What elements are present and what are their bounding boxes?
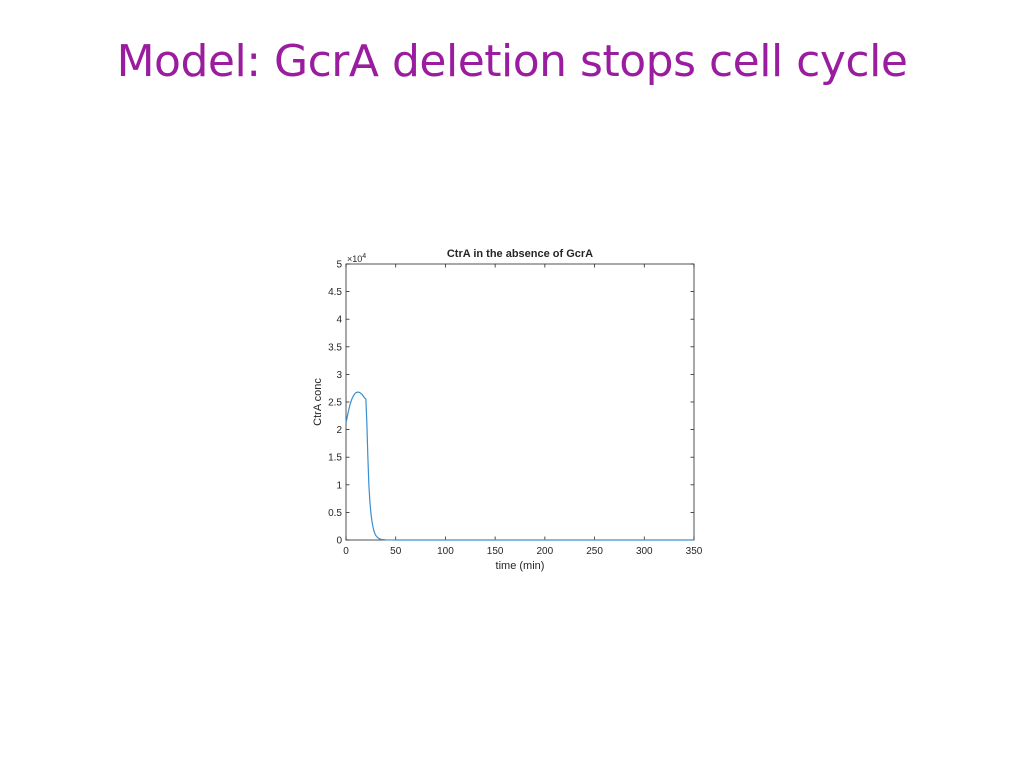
- x-tick-label: 200: [537, 546, 554, 557]
- plot-area: [345, 263, 695, 541]
- chart-title: CtrA in the absence of GcrA: [447, 248, 593, 260]
- y-tick-label: 3.5: [328, 342, 342, 353]
- slide-title: Model: GcrA deletion stops cell cycle: [116, 36, 908, 87]
- y-axis-label: CtrA conc: [312, 378, 324, 426]
- y-tick-label: 4.5: [328, 287, 342, 298]
- y-tick-label: 1.5: [328, 453, 342, 464]
- y-tick-label: 2.5: [328, 398, 342, 409]
- y-tick-label: 3: [336, 370, 342, 381]
- x-axis-label: time (min): [496, 560, 545, 572]
- y-tick-label: 0: [336, 536, 342, 547]
- y-tick-label: 5: [336, 260, 342, 271]
- x-tick-label: 0: [343, 546, 349, 557]
- y-axis-multiplier: ×104: [347, 253, 366, 264]
- x-tick-label: 350: [686, 546, 703, 557]
- y-tick-label: 0.5: [328, 508, 342, 519]
- y-axis-multiplier-base: ×10: [347, 254, 362, 264]
- y-axis-multiplier-exponent: 4: [362, 253, 366, 260]
- x-tick-label: 150: [487, 546, 504, 557]
- x-tick-label: 300: [636, 546, 653, 557]
- x-tick-label: 100: [437, 546, 454, 557]
- series-line-ctra: [345, 391, 694, 541]
- x-tick-label: 250: [586, 546, 603, 557]
- y-tick-label: 4: [336, 315, 342, 326]
- x-tick-label: 50: [390, 546, 402, 557]
- y-tick-label: 2: [336, 425, 342, 436]
- y-tick-label: 1: [336, 480, 342, 491]
